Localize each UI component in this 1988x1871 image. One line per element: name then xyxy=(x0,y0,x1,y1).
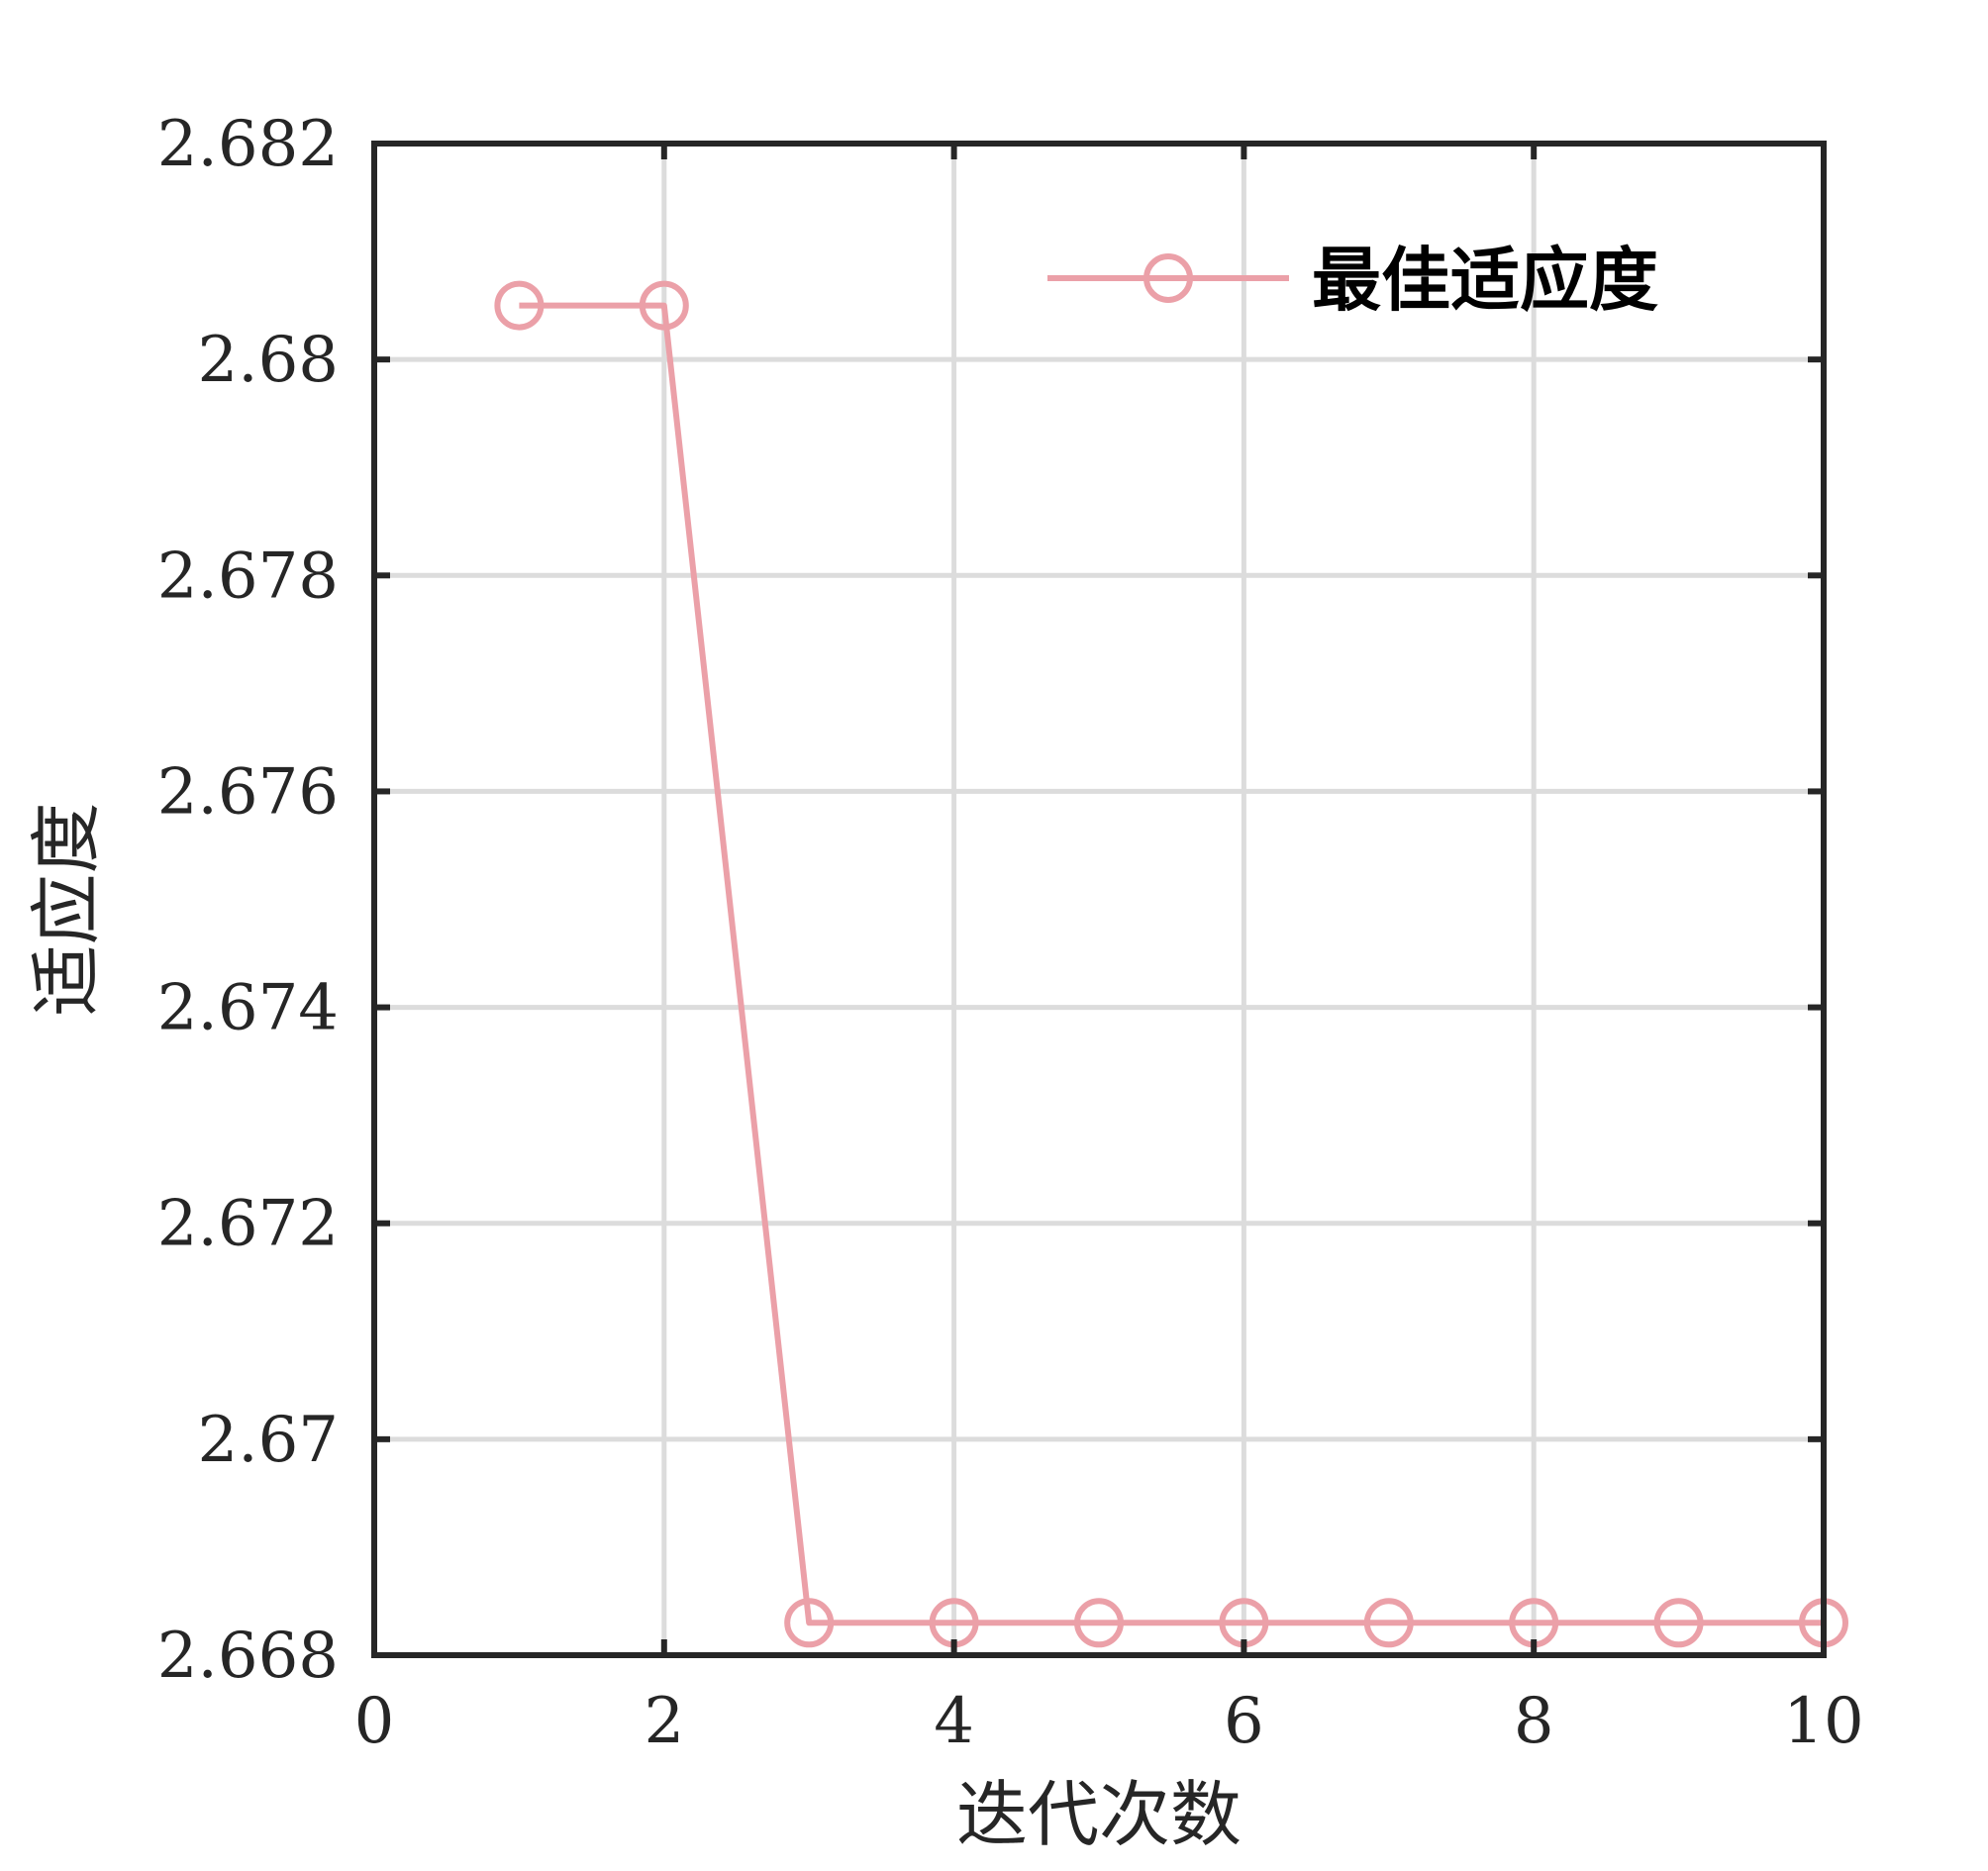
y-tick-label: 2.67 xyxy=(198,1404,340,1477)
x-tick-label: 6 xyxy=(1224,1685,1264,1758)
data-point-marker xyxy=(1074,1598,1124,1648)
y-tick-labels: 2.668 2.67 2.672 2.674 2.676 2.678 2.68 2.682 xyxy=(157,108,339,1693)
plot-frame xyxy=(371,141,1827,1658)
data-point-marker xyxy=(1363,1598,1414,1648)
x-tick-label: 10 xyxy=(1783,1685,1863,1758)
y-axis-label: 适应度 xyxy=(25,802,108,1016)
y-tick-label: 2.668 xyxy=(157,1620,339,1693)
x-tick-label: 8 xyxy=(1514,1685,1554,1758)
grid-lines xyxy=(374,144,1824,1655)
legend-marker-icon xyxy=(1143,253,1193,303)
data-point-marker xyxy=(1653,1598,1704,1648)
y-tick-label: 2.678 xyxy=(157,540,339,613)
x-tick-label: 2 xyxy=(644,1685,684,1758)
y-tick-label: 2.676 xyxy=(157,755,339,829)
y-tick-label: 2.68 xyxy=(198,324,340,397)
legend: 最佳适应度 xyxy=(1047,240,1658,321)
y-tick-label: 2.682 xyxy=(157,108,339,181)
series-line xyxy=(519,302,1824,1626)
x-tick-label: 4 xyxy=(934,1685,974,1758)
y-tick-label: 2.672 xyxy=(157,1188,339,1261)
series-group xyxy=(494,280,1848,1648)
data-point-marker xyxy=(494,280,545,331)
tick-marks xyxy=(371,141,1827,1658)
x-tick-label: 0 xyxy=(354,1685,395,1758)
y-tick-label: 2.674 xyxy=(157,972,339,1045)
data-point-marker xyxy=(639,280,689,331)
x-axis-label: 迭代次数 xyxy=(956,1773,1242,1856)
legend-label: 最佳适应度 xyxy=(1312,240,1658,321)
data-point-marker xyxy=(784,1598,835,1648)
x-tick-labels: 0 2 4 6 8 10 xyxy=(354,1685,1864,1758)
